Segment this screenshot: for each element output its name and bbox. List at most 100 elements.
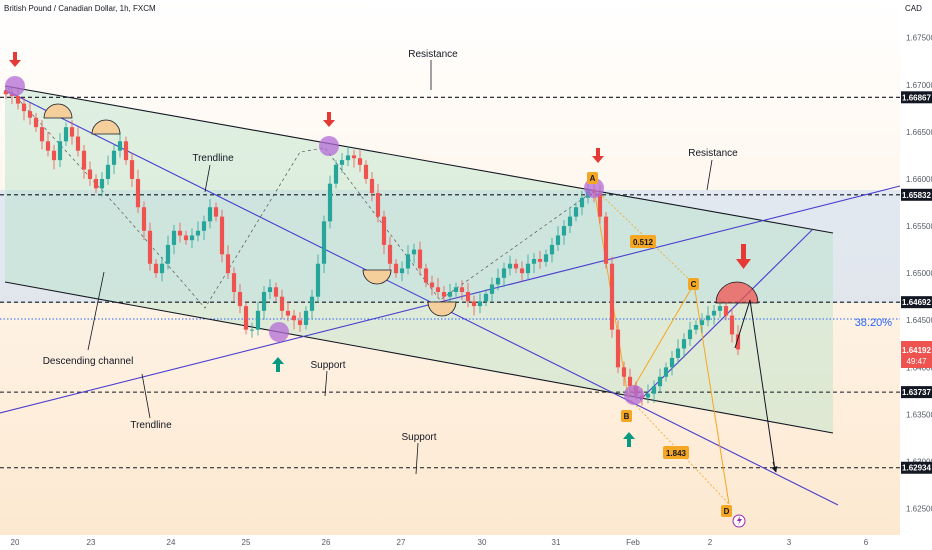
candle-body (393, 263, 399, 274)
falling-trendline[interactable] (4, 89, 839, 506)
pivot-circle-4 (269, 322, 289, 342)
candle-body (669, 357, 675, 368)
candle-body (255, 310, 261, 330)
candle-body (171, 230, 177, 245)
rejection-zone (715, 281, 759, 304)
time-tick-label: Feb (626, 538, 640, 547)
candle-body (627, 376, 633, 387)
candle-body (315, 263, 321, 297)
candle-body (603, 216, 609, 264)
down-arrows (9, 52, 751, 269)
channel-lower-line[interactable] (4, 281, 834, 434)
candle-body (213, 207, 219, 217)
candle-body (93, 178, 99, 189)
candle-body (729, 315, 735, 335)
candle-body (555, 235, 561, 245)
candle-body (147, 230, 153, 264)
candle-body (369, 178, 375, 194)
candle-body (411, 249, 417, 255)
down-arrow-icon (9, 52, 21, 67)
price-level-tag (901, 188, 932, 201)
time-tick-label: 24 (167, 538, 176, 547)
candle-body (345, 155, 351, 161)
candle-body (561, 226, 567, 236)
candle-body (459, 287, 465, 292)
touch-marker-1 (43, 103, 73, 119)
point-a-label: A (590, 174, 596, 183)
candle-body (387, 244, 393, 264)
candle-body (75, 136, 81, 151)
candle-body (495, 277, 501, 285)
candle-body (465, 291, 471, 302)
candle-body (279, 296, 285, 311)
candle-body (153, 263, 159, 274)
time-tick-label: 25 (242, 538, 251, 547)
candle-body (657, 376, 663, 387)
time-tick-label: 3 (787, 538, 792, 547)
candle-body (399, 268, 405, 274)
candle-body (69, 127, 75, 137)
currency-label: CAD (905, 4, 922, 13)
touch-marker-4 (427, 301, 457, 317)
touch-marker-3 (362, 269, 392, 285)
candle-body (405, 254, 411, 269)
candle-body (285, 310, 291, 316)
candle-body (99, 178, 105, 189)
candle-body (291, 315, 297, 321)
pivot-circle-2 (319, 136, 339, 156)
candle-body (129, 160, 135, 179)
candle-body (609, 263, 615, 330)
candle-body (21, 103, 27, 112)
point-c-label: C (691, 280, 697, 289)
candle-body (309, 296, 315, 311)
candle-body (225, 254, 231, 274)
candle-body (525, 263, 531, 274)
candle-body (141, 207, 147, 231)
candle-body (237, 291, 243, 307)
candle-body (207, 207, 213, 222)
time-tick-label: 31 (552, 538, 561, 547)
price-tick-label: 1.65000 (906, 269, 932, 278)
candle-body (117, 141, 123, 151)
price-level-value: 1.62934 (902, 464, 931, 473)
candle-body (699, 320, 705, 325)
candle-body (417, 249, 423, 269)
candle-body (63, 127, 69, 142)
candle-body (477, 301, 483, 307)
current-price-value: 1.64192 (902, 346, 931, 355)
price-level-tag (901, 91, 932, 104)
time-tick-label: 27 (397, 538, 406, 547)
candle-body (717, 306, 723, 311)
annotation-pointers (87, 60, 713, 475)
touch-marker-2 (91, 119, 121, 135)
candle-body (351, 155, 357, 159)
price-tick-label: 1.67000 (906, 81, 932, 90)
fib-bc-label: 0.512 (633, 238, 654, 247)
candle-body (219, 216, 225, 255)
pivot-circle-5 (624, 385, 644, 405)
time-axis[interactable] (0, 535, 900, 550)
candle-body (711, 310, 717, 316)
candle-body (195, 230, 201, 236)
candle-body (597, 193, 603, 217)
price-level-tag (901, 461, 932, 474)
candle-body (45, 141, 51, 151)
price-tick-label: 1.67500 (906, 34, 932, 43)
candle-body (159, 263, 165, 274)
candle-body (249, 329, 255, 331)
current-price-tag (901, 341, 932, 368)
candle-body (87, 169, 93, 179)
candle-body (723, 306, 729, 316)
candle-body (519, 268, 525, 274)
candle-body (321, 221, 327, 264)
resistance-label-1: Resistance (408, 49, 458, 60)
candle-body (651, 386, 657, 394)
channel-upper-line[interactable] (4, 85, 834, 234)
candle-body (105, 164, 111, 179)
candle-body (201, 221, 207, 231)
point-a-box (587, 172, 598, 184)
candle-body (375, 193, 381, 217)
candle-body (501, 268, 507, 278)
time-tick-label: 6 (864, 538, 869, 547)
